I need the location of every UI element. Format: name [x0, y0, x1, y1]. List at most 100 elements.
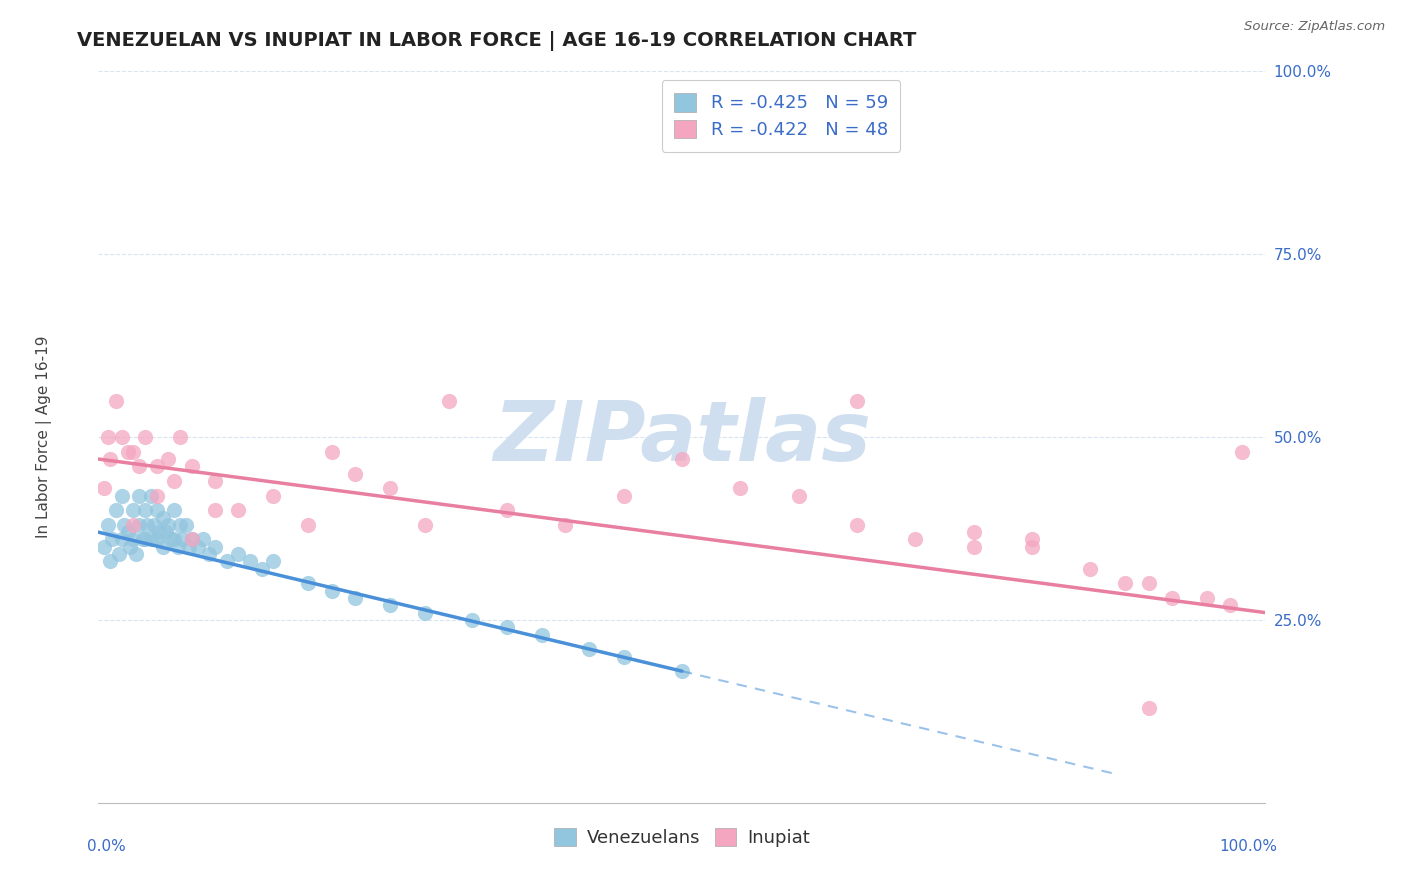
- Point: [180, 533, 202, 547]
- Point: [155, 525, 177, 540]
- Point: [180, 459, 202, 474]
- Point: [846, 393, 869, 408]
- Point: [496, 503, 519, 517]
- Point: [118, 540, 141, 554]
- Point: [122, 444, 145, 458]
- Point: [139, 489, 162, 503]
- Point: [163, 503, 186, 517]
- Point: [98, 554, 121, 568]
- Point: [132, 533, 155, 547]
- Point: [671, 452, 693, 467]
- Point: [152, 540, 174, 554]
- Point: [204, 474, 226, 488]
- Point: [530, 627, 553, 641]
- Point: [846, 517, 869, 532]
- Point: [104, 393, 127, 408]
- Point: [146, 533, 169, 547]
- Text: ZIPatlas: ZIPatlas: [494, 397, 870, 477]
- Point: [134, 503, 156, 517]
- Point: [297, 517, 319, 532]
- Point: [98, 452, 121, 467]
- Point: [380, 481, 402, 495]
- Point: [413, 606, 436, 620]
- Point: [962, 540, 984, 554]
- Point: [204, 540, 226, 554]
- Text: 0.0%: 0.0%: [87, 839, 125, 855]
- Point: [117, 444, 139, 458]
- Point: [578, 642, 600, 657]
- Point: [134, 430, 156, 444]
- Point: [122, 503, 145, 517]
- Point: [1080, 562, 1102, 576]
- Point: [169, 517, 191, 532]
- Point: [321, 583, 343, 598]
- Point: [172, 533, 194, 547]
- Point: [159, 533, 181, 547]
- Point: [193, 533, 215, 547]
- Point: [128, 489, 150, 503]
- Point: [1114, 576, 1136, 591]
- Point: [344, 591, 367, 605]
- Point: [787, 489, 810, 503]
- Point: [136, 517, 159, 532]
- Point: [128, 517, 150, 532]
- Point: [143, 517, 166, 532]
- Point: [1137, 576, 1160, 591]
- Point: [904, 533, 927, 547]
- Point: [169, 430, 191, 444]
- Point: [111, 489, 134, 503]
- Point: [111, 430, 134, 444]
- Point: [97, 430, 120, 444]
- Point: [228, 503, 250, 517]
- Point: [1195, 591, 1218, 605]
- Point: [111, 533, 134, 547]
- Point: [461, 613, 484, 627]
- Point: [239, 554, 262, 568]
- Point: [101, 533, 124, 547]
- Point: [125, 547, 148, 561]
- Point: [122, 533, 145, 547]
- Point: [157, 452, 180, 467]
- Text: Source: ZipAtlas.com: Source: ZipAtlas.com: [1244, 20, 1385, 33]
- Point: [134, 533, 156, 547]
- Point: [146, 489, 169, 503]
- Point: [250, 562, 273, 576]
- Point: [1137, 700, 1160, 714]
- Point: [152, 510, 174, 524]
- Point: [215, 554, 238, 568]
- Point: [163, 474, 186, 488]
- Point: [174, 517, 197, 532]
- Point: [146, 503, 169, 517]
- Point: [730, 481, 752, 495]
- Point: [139, 533, 162, 547]
- Text: 100.0%: 100.0%: [1219, 839, 1277, 855]
- Legend: Venezuelans, Inupiat: Venezuelans, Inupiat: [541, 815, 823, 860]
- Point: [97, 517, 120, 532]
- Point: [413, 517, 436, 532]
- Point: [204, 503, 226, 517]
- Point: [380, 599, 402, 613]
- Point: [180, 533, 202, 547]
- Point: [148, 525, 170, 540]
- Point: [104, 503, 127, 517]
- Point: [262, 554, 284, 568]
- Point: [613, 649, 636, 664]
- Point: [198, 547, 221, 561]
- Point: [108, 547, 131, 561]
- Point: [671, 664, 693, 678]
- Point: [179, 540, 201, 554]
- Point: [1230, 444, 1253, 458]
- Point: [344, 467, 367, 481]
- Point: [962, 525, 984, 540]
- Point: [93, 540, 115, 554]
- Point: [112, 517, 135, 532]
- Text: In Labor Force | Age 16-19: In Labor Force | Age 16-19: [35, 335, 52, 539]
- Point: [157, 517, 180, 532]
- Point: [262, 489, 284, 503]
- Point: [228, 547, 250, 561]
- Point: [321, 444, 343, 458]
- Point: [496, 620, 519, 634]
- Point: [122, 517, 145, 532]
- Point: [166, 540, 188, 554]
- Point: [613, 489, 636, 503]
